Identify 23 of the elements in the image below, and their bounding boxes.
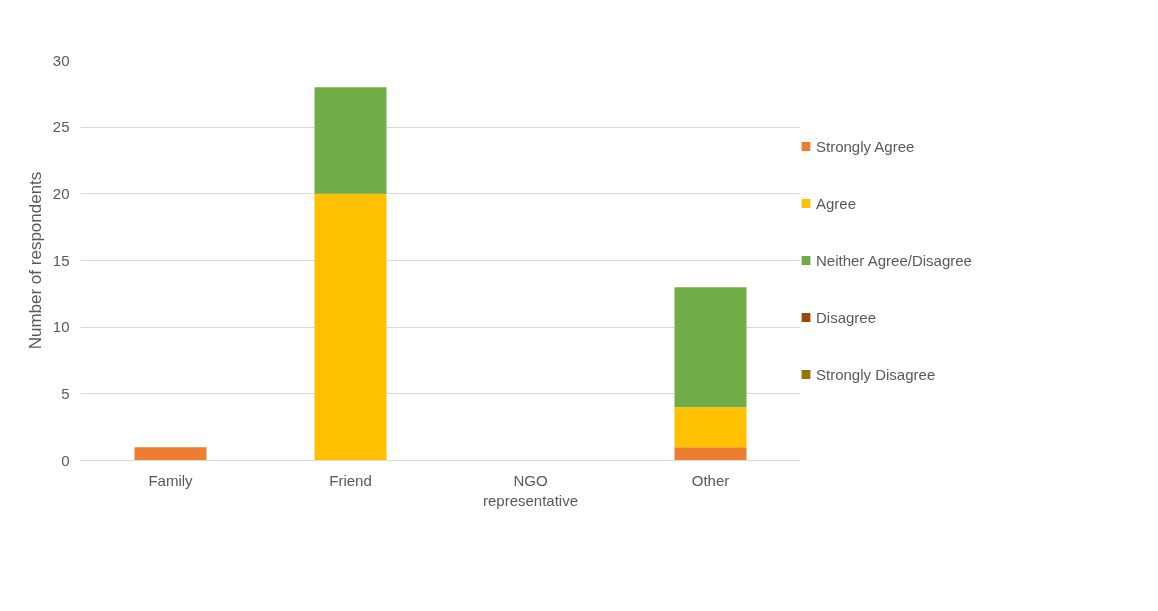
y-tick-label: 5: [61, 384, 70, 402]
y-tick-label: 10: [52, 318, 70, 336]
legend-label: Disagree: [816, 308, 877, 326]
legend-label: Agree: [816, 194, 857, 212]
legend-label: Neither Agree/Disagree: [816, 251, 972, 269]
bar: [674, 407, 747, 448]
bar: [314, 193, 387, 461]
y-tick-label: 25: [52, 118, 70, 136]
legend-label: Strongly Disagree: [816, 365, 936, 383]
bar: [134, 447, 207, 461]
bar: [674, 287, 747, 408]
y-axis-title: Number of respondents: [25, 171, 45, 350]
y-tick-label: 20: [52, 184, 70, 202]
y-tick-label: 15: [52, 251, 70, 269]
x-tick-label: Family: [148, 471, 194, 489]
x-tick-label: Other: [691, 471, 730, 489]
x-tick-label: Friend: [329, 471, 372, 489]
bar: [674, 447, 747, 461]
y-tick-label: 0: [61, 451, 70, 469]
bar: [314, 87, 387, 194]
x-tick-label: NGO representative: [482, 471, 579, 509]
y-tick-label: 30: [52, 51, 70, 69]
legend-label: Strongly Agree: [816, 137, 915, 155]
